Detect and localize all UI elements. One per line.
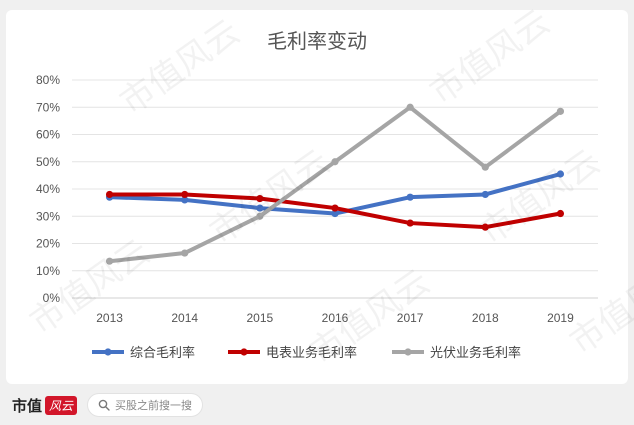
data-point	[256, 212, 264, 220]
data-point	[331, 204, 339, 212]
legend: 综合毛利率 电表业务毛利率 光伏业务毛利率	[92, 345, 521, 361]
data-point	[481, 190, 489, 199]
y-tick-label: 70%	[36, 100, 60, 114]
series-line	[107, 105, 563, 264]
footer-bar: 市值 风云 买股之前搜一搜	[12, 392, 204, 418]
y-tick-label: 80%	[36, 73, 60, 87]
brand-name: 市值	[12, 396, 43, 415]
x-tick-label: 2016	[322, 311, 349, 325]
y-tick-label: 60%	[36, 128, 60, 142]
chart-card: 毛利率变动 0% 10% 20% 30% 40% 50% 60% 70% 80% 2013 201…	[6, 10, 628, 384]
x-tick-label: 2017	[397, 311, 424, 325]
series-电表业务毛利率	[105, 190, 565, 231]
data-point	[181, 249, 189, 257]
search-placeholder: 买股之前搜一搜	[115, 399, 193, 412]
data-point	[406, 103, 414, 111]
chart: 毛利率变动 0%10%20%30%40%50%60%70%80% 2013 201…	[36, 29, 598, 361]
y-axis-ticks: 0% 10% 20% 30% 40% 50% 60% 70% 80%	[36, 73, 60, 305]
series-光伏业务毛利率	[105, 103, 565, 265]
legend-label: 光伏业务毛利率	[430, 345, 521, 361]
data-point	[556, 170, 565, 178]
data-point	[105, 257, 114, 265]
y-tick-label: 40%	[36, 182, 60, 196]
data-point	[105, 190, 114, 199]
x-tick-label: 2015	[247, 311, 274, 325]
y-tick-label: 30%	[36, 209, 60, 223]
data-point	[556, 107, 565, 115]
data-point	[256, 204, 264, 212]
data-point	[481, 163, 489, 171]
x-tick-label: 2014	[171, 311, 198, 325]
data-point	[481, 223, 489, 231]
x-tick-label: 2018	[472, 311, 499, 325]
brand-logo-badge: 风云	[45, 395, 78, 415]
legend-marker	[104, 348, 112, 356]
y-tick-label: 50%	[36, 155, 60, 169]
legend-label: 综合毛利率	[130, 345, 195, 361]
data-point	[406, 193, 414, 201]
legend-item: 综合毛利率	[92, 345, 195, 361]
legend-marker	[240, 348, 248, 356]
series-lines	[105, 103, 565, 265]
legend-item: 电表业务毛利率	[228, 345, 357, 361]
brand-logo: 市值 风云	[12, 395, 78, 416]
data-point	[256, 194, 264, 203]
x-axis-ticks: 2013 2014 2015 2016 2017 2018 2019	[96, 311, 574, 325]
data-point	[406, 219, 414, 227]
gridlines	[72, 79, 598, 299]
legend-marker	[404, 348, 412, 356]
x-tick-label: 2019	[547, 311, 574, 325]
data-point	[181, 190, 189, 199]
legend-label: 电表业务毛利率	[266, 345, 357, 361]
chart-title: 毛利率变动	[267, 29, 367, 53]
y-tick-label: 20%	[36, 237, 60, 251]
legend-item: 光伏业务毛利率	[392, 345, 521, 361]
y-tick-label: 0%	[43, 291, 61, 305]
x-tick-label: 2013	[96, 311, 123, 325]
search-icon	[98, 399, 110, 411]
data-point	[331, 158, 339, 166]
y-tick-label: 10%	[36, 264, 60, 278]
data-point	[331, 209, 339, 218]
data-point	[556, 209, 565, 218]
data-point	[181, 196, 189, 204]
search-box[interactable]: 买股之前搜一搜	[87, 393, 204, 417]
